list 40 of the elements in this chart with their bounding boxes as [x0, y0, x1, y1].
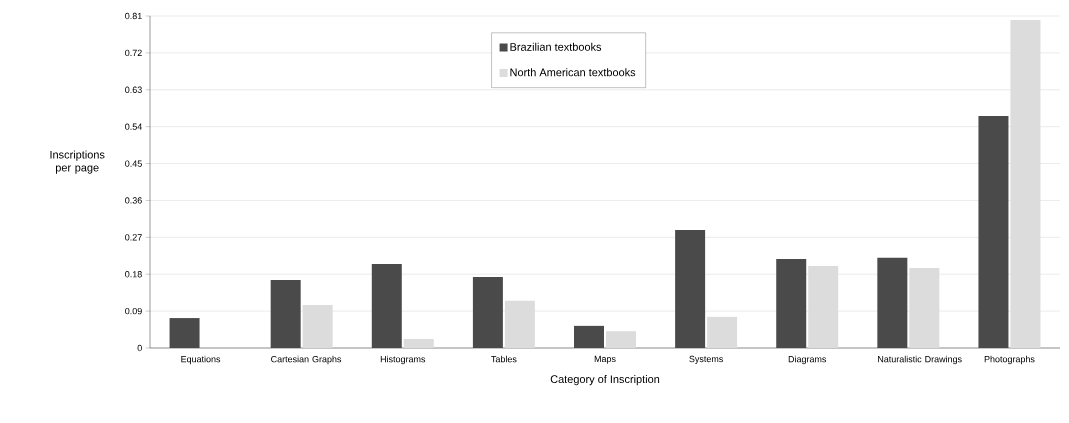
y-tick-label: 0.72: [125, 49, 142, 57]
bar: [1010, 20, 1041, 348]
bar: [403, 338, 434, 348]
legend-label: North American textbooks: [510, 68, 636, 77]
y-tick-label: 0.81: [125, 12, 142, 20]
y-tick-label: 0: [137, 344, 142, 352]
y-axis-title: Inscriptions per page: [50, 150, 105, 174]
y-tick-label: 0.27: [125, 234, 142, 241]
x-tick-label: Maps: [594, 355, 616, 364]
y-tick-label: 0.45: [125, 160, 142, 167]
x-tick-label: Naturalistic Drawings: [878, 355, 962, 365]
x-tick-label: Equations: [181, 355, 221, 365]
y-tick-label: 0.18: [125, 271, 142, 278]
bar: [978, 116, 1009, 348]
x-tick-label: Diagrams: [788, 355, 827, 365]
bar: [877, 257, 908, 348]
x-tick-label: Cartesian Graphs: [271, 355, 342, 365]
x-tick-label: Tables: [491, 355, 517, 363]
legend-label: Brazilian textbooks: [510, 42, 602, 51]
bar: [472, 277, 503, 348]
bar: [606, 331, 636, 348]
y-tick-label: 0.63: [125, 86, 142, 93]
x-tick-label: Systems: [689, 355, 723, 364]
bar: [371, 263, 402, 348]
y-tick-label: 0.36: [125, 197, 142, 204]
bar: [707, 316, 738, 348]
bar: [909, 268, 940, 348]
x-tick-label: Histograms: [380, 355, 426, 365]
bar: [169, 318, 200, 348]
bar: [675, 229, 706, 348]
bar: [574, 325, 604, 348]
bar: [270, 279, 301, 348]
x-tick-label: Photographs: [984, 355, 1035, 365]
bar: [302, 304, 333, 348]
y-tick-label: 0.54: [125, 123, 142, 130]
bar: [504, 300, 535, 348]
bar: [808, 266, 839, 348]
bar: [776, 259, 807, 348]
y-tick-label: 0.09: [125, 307, 142, 315]
x-axis-title: Category of Inscription: [550, 374, 660, 386]
